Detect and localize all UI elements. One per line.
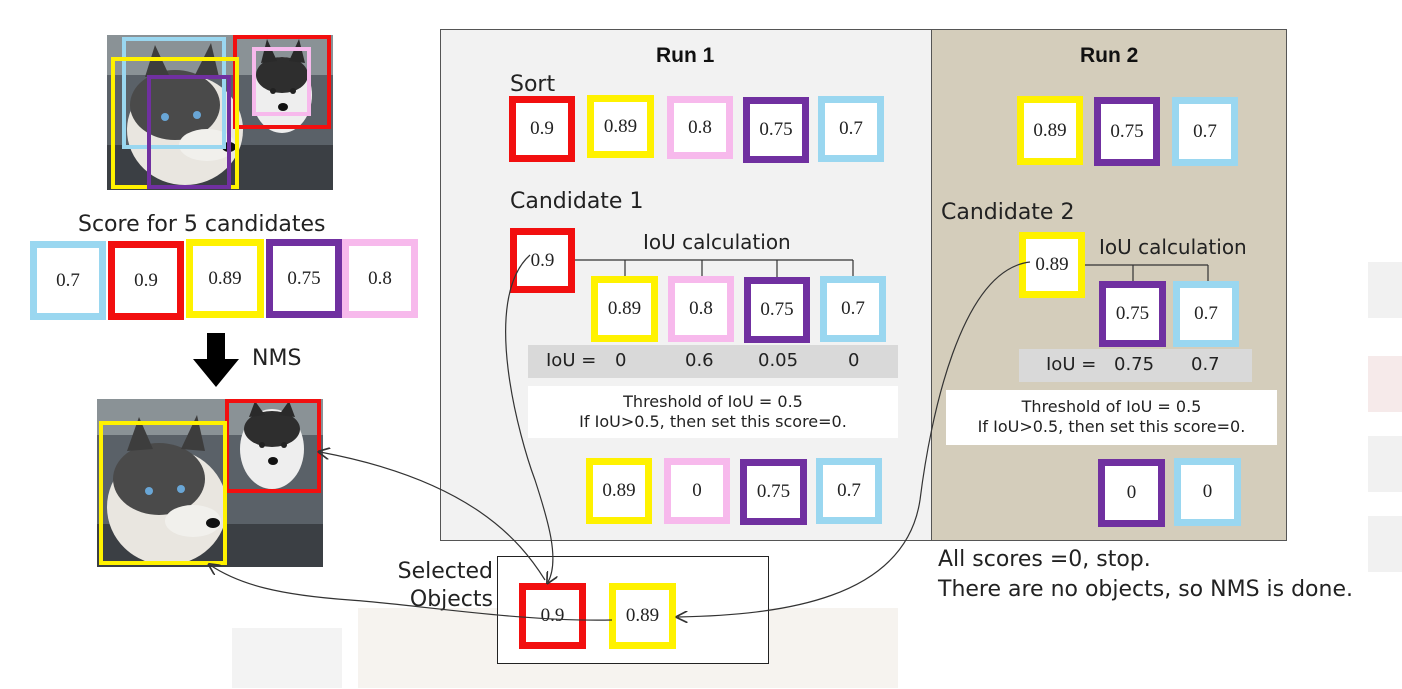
iou-title-run2: IoU calculation: [1099, 235, 1247, 259]
sort-label: Sort: [510, 72, 556, 97]
iou-value-2: 0.6: [685, 350, 714, 371]
sorted-box-red: 0.9: [509, 96, 575, 162]
score-label: Score for 5 candidates: [78, 212, 326, 237]
candidate2-label: Candidate 2: [941, 200, 1075, 225]
score-box-red: 0.9: [108, 241, 184, 320]
run2-sorted-box-purple: 0.75: [1094, 97, 1160, 166]
arrow-candidate2-to-selected: [678, 261, 1031, 617]
score-box-pink: 0.8: [342, 239, 418, 318]
sorted-box-blue: 0.7: [818, 96, 884, 162]
result-box-purple: 0.75: [740, 459, 807, 525]
down-arrow-icon: [193, 333, 239, 387]
run2-iou-value-1: 0.75: [1114, 354, 1155, 375]
iou-label-run2: IoU =: [1046, 354, 1097, 375]
arrow-candidate1-to-selected: [505, 254, 553, 582]
sorted-box-purple: 0.75: [743, 97, 809, 163]
end-note-line2: There are no objects, so NMS is done.: [938, 577, 1353, 602]
iou-value-3: 0.05: [758, 350, 799, 371]
run2-iou-value-2: 0.7: [1191, 354, 1220, 375]
threshold-box-run1: Threshold of IoU = 0.5 If IoU>0.5, then …: [528, 386, 898, 438]
iou-row-run2: IoU = 0.75 0.7: [1019, 349, 1252, 382]
threshold-line1-run2: Threshold of IoU = 0.5: [1021, 397, 1202, 416]
score-box-purple: 0.75: [266, 239, 342, 318]
iou-connector-lines-run1: [575, 250, 865, 280]
result-box-yellow: 0.89: [586, 458, 652, 524]
nms-label: NMS: [252, 346, 302, 371]
iou-value-4: 0: [848, 350, 860, 371]
arrow-selected-to-dog-yellow: [210, 565, 613, 621]
run2-result-box-blue: 0: [1174, 458, 1241, 526]
end-note-line1: All scores =0, stop.: [938, 547, 1151, 572]
nms-result-photo: [97, 399, 323, 567]
score-box-blue: 0.7: [30, 241, 106, 320]
iou-value-1: 0: [615, 350, 627, 371]
result-box-pink: 0: [664, 458, 730, 524]
result-box-blue: 0.7: [816, 458, 882, 524]
run2-compare-box-blue: 0.7: [1173, 281, 1239, 347]
threshold-box-run2: Threshold of IoU = 0.5 If IoU>0.5, then …: [946, 390, 1277, 445]
threshold-line2-run1: If IoU>0.5, then set this score=0.: [579, 412, 847, 431]
score-box-yellow: 0.89: [186, 239, 264, 318]
dogs-photo-with-boxes: [107, 35, 333, 190]
iou-row-run1: IoU = 0 0.6 0.05 0: [528, 345, 898, 378]
selected-box-red: 0.9: [519, 583, 586, 649]
iou-label-run1: IoU =: [546, 350, 597, 371]
compare-box-purple: 0.75: [744, 277, 810, 343]
arrow-selected-to-dog-red: [320, 452, 546, 581]
iou-title-run1: IoU calculation: [643, 230, 791, 254]
sorted-box-pink: 0.8: [667, 96, 733, 159]
run2-compare-box-purple: 0.75: [1099, 281, 1166, 347]
run2-sorted-box-blue: 0.7: [1172, 97, 1238, 166]
compare-box-pink: 0.8: [668, 276, 734, 342]
threshold-line2-run2: If IoU>0.5, then set this score=0.: [977, 417, 1246, 436]
candidate1-label: Candidate 1: [510, 189, 644, 214]
threshold-line1-run1: Threshold of IoU = 0.5: [623, 392, 803, 411]
candidate1-box: 0.9: [510, 228, 575, 293]
run2-sorted-box-yellow: 0.89: [1017, 96, 1083, 165]
sorted-box-yellow: 0.89: [587, 95, 654, 158]
selected-box-yellow: 0.89: [609, 583, 676, 649]
compare-box-yellow: 0.89: [591, 276, 658, 342]
selected-label-line1: Selected: [397, 559, 493, 584]
run2-result-box-purple: 0: [1098, 459, 1165, 527]
candidate2-box: 0.89: [1019, 232, 1085, 298]
run2-title: Run 2: [1080, 44, 1139, 67]
run1-title: Run 1: [656, 44, 715, 67]
compare-box-blue: 0.7: [820, 276, 886, 342]
end-note: All scores =0, stop. There are no object…: [938, 545, 1353, 605]
iou-connector-lines-run2: [1085, 255, 1215, 285]
